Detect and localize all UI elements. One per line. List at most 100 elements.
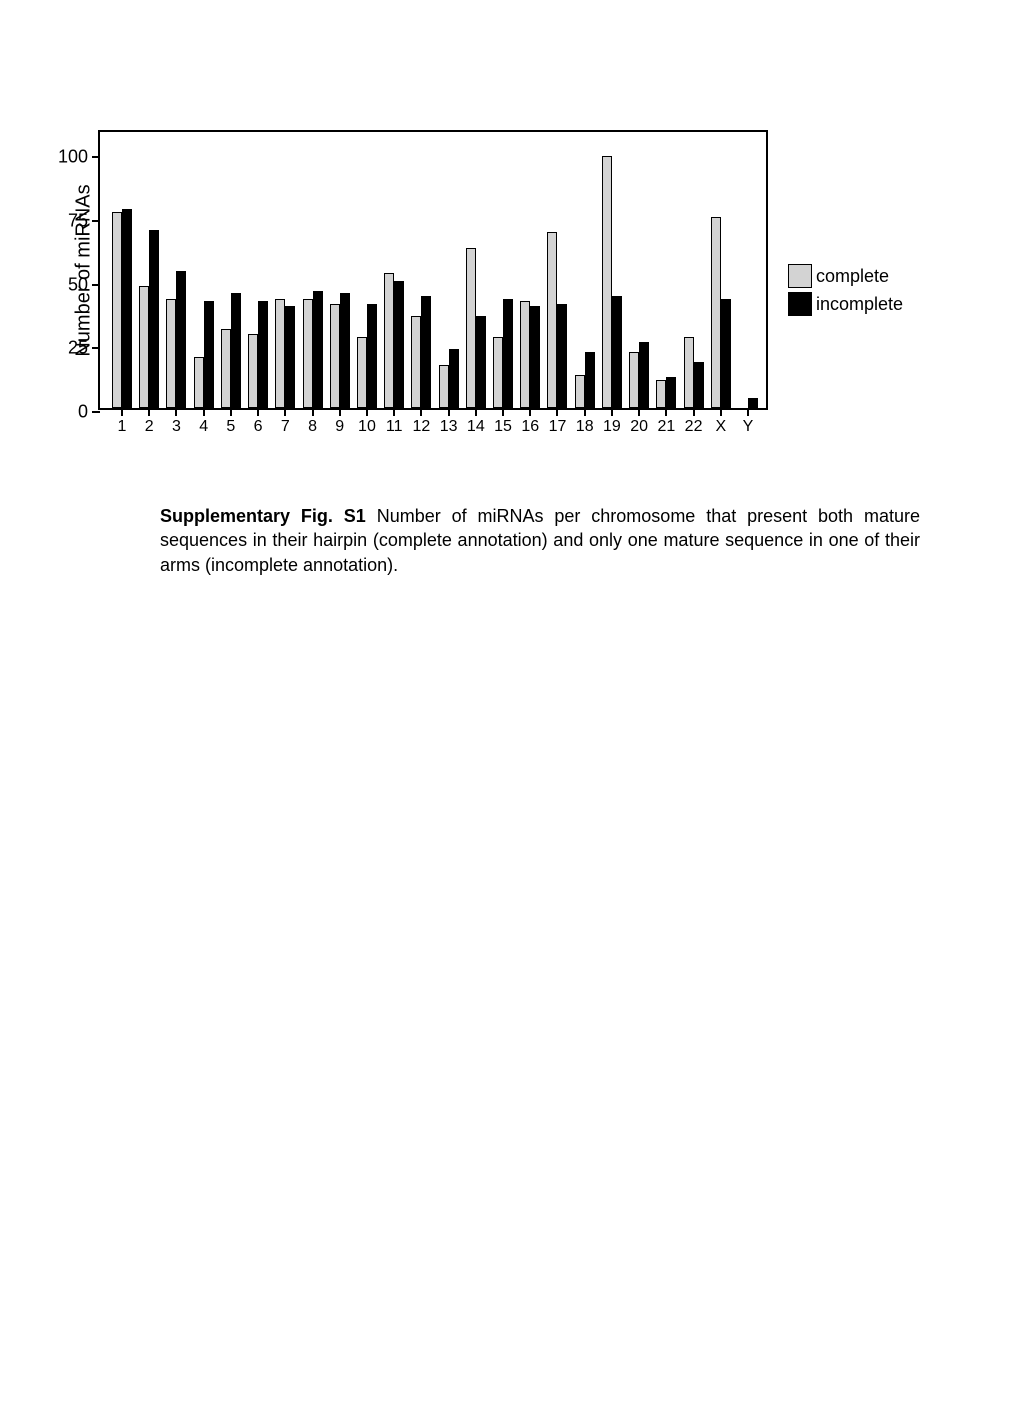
ytick-label: 50 bbox=[48, 274, 88, 295]
xtick-label: Y bbox=[743, 418, 754, 436]
ytick bbox=[92, 347, 100, 349]
bar-complete bbox=[275, 299, 285, 408]
bar-incomplete bbox=[231, 293, 241, 408]
ytick-label: 75 bbox=[48, 211, 88, 232]
plot-wrap: 0255075100123456789101112131415161718192… bbox=[98, 130, 768, 410]
xtick bbox=[584, 408, 586, 416]
xtick bbox=[230, 408, 232, 416]
xtick bbox=[665, 408, 667, 416]
bar-incomplete bbox=[449, 349, 459, 408]
xtick bbox=[148, 408, 150, 416]
bar-incomplete bbox=[313, 291, 323, 408]
figure-caption: Supplementary Fig. S1 Number of miRNAs p… bbox=[160, 504, 920, 577]
ytick bbox=[92, 156, 100, 158]
figure-area: Number of miRNAs 02550751001234567891011… bbox=[70, 130, 950, 410]
bar-complete bbox=[112, 212, 122, 408]
legend-label: complete bbox=[816, 266, 889, 287]
bar-complete bbox=[684, 337, 694, 408]
xtick-label: 3 bbox=[172, 418, 181, 436]
xtick bbox=[693, 408, 695, 416]
xtick bbox=[475, 408, 477, 416]
bar-complete bbox=[330, 304, 340, 408]
bar-complete bbox=[602, 156, 612, 408]
bar-incomplete bbox=[503, 299, 513, 408]
xtick bbox=[257, 408, 259, 416]
bar-complete bbox=[520, 301, 530, 408]
caption-title: Supplementary Fig. S1 bbox=[160, 506, 366, 526]
bar-complete bbox=[139, 286, 149, 408]
xtick-label: 11 bbox=[386, 418, 403, 436]
bar-complete bbox=[303, 299, 313, 408]
xtick-label: 15 bbox=[494, 418, 512, 436]
xtick-label: 1 bbox=[118, 418, 127, 436]
bar-incomplete bbox=[149, 230, 159, 408]
ytick-label: 25 bbox=[48, 338, 88, 359]
xtick-label: 21 bbox=[657, 418, 675, 436]
xtick-label: 2 bbox=[145, 418, 154, 436]
xtick-label: 17 bbox=[549, 418, 567, 436]
bar-complete bbox=[466, 248, 476, 408]
bar-incomplete bbox=[258, 301, 268, 408]
xtick bbox=[420, 408, 422, 416]
xtick bbox=[393, 408, 395, 416]
xtick bbox=[448, 408, 450, 416]
bar-incomplete bbox=[748, 398, 758, 408]
bar-complete bbox=[384, 273, 394, 408]
xtick bbox=[339, 408, 341, 416]
xtick bbox=[121, 408, 123, 416]
bar-incomplete bbox=[421, 296, 431, 408]
bar-complete bbox=[547, 232, 557, 408]
bar-incomplete bbox=[639, 342, 649, 408]
bar-incomplete bbox=[612, 296, 622, 408]
ytick-label: 100 bbox=[48, 147, 88, 168]
bar-complete bbox=[439, 365, 449, 408]
xtick bbox=[502, 408, 504, 416]
legend-label: incomplete bbox=[816, 294, 903, 315]
xtick-label: 8 bbox=[308, 418, 317, 436]
bar-incomplete bbox=[721, 299, 731, 408]
bar-complete bbox=[711, 217, 721, 408]
xtick-label: 22 bbox=[685, 418, 703, 436]
plot-area: 0255075100123456789101112131415161718192… bbox=[98, 130, 768, 410]
bar-incomplete bbox=[694, 362, 704, 408]
bar-complete bbox=[357, 337, 367, 408]
xtick bbox=[611, 408, 613, 416]
xtick-label: 20 bbox=[630, 418, 648, 436]
bar-complete bbox=[248, 334, 258, 408]
bar-incomplete bbox=[585, 352, 595, 408]
legend-swatch bbox=[788, 292, 812, 316]
legend: complete incomplete bbox=[788, 264, 903, 316]
xtick bbox=[175, 408, 177, 416]
ytick bbox=[92, 220, 100, 222]
bar-incomplete bbox=[476, 316, 486, 408]
bar-complete bbox=[411, 316, 421, 408]
xtick-label: 7 bbox=[281, 418, 290, 436]
legend-item: complete bbox=[788, 264, 903, 288]
xtick bbox=[556, 408, 558, 416]
bar-incomplete bbox=[340, 293, 350, 408]
chart-row: Number of miRNAs 02550751001234567891011… bbox=[70, 130, 950, 410]
bar-incomplete bbox=[285, 306, 295, 408]
xtick-label: 18 bbox=[576, 418, 594, 436]
page: Number of miRNAs 02550751001234567891011… bbox=[0, 0, 1024, 1414]
ytick-label: 0 bbox=[48, 402, 88, 423]
xtick-label: 5 bbox=[226, 418, 235, 436]
xtick-label: 14 bbox=[467, 418, 485, 436]
xtick bbox=[529, 408, 531, 416]
xtick-label: 4 bbox=[199, 418, 208, 436]
bar-complete bbox=[656, 380, 666, 408]
xtick-label: 12 bbox=[412, 418, 430, 436]
xtick-label: 6 bbox=[254, 418, 263, 436]
xtick-label: X bbox=[715, 418, 726, 436]
xtick bbox=[720, 408, 722, 416]
bar-complete bbox=[221, 329, 231, 408]
bar-complete bbox=[194, 357, 204, 408]
bar-incomplete bbox=[367, 304, 377, 408]
xtick bbox=[312, 408, 314, 416]
ytick bbox=[92, 284, 100, 286]
xtick-label: 19 bbox=[603, 418, 621, 436]
legend-swatch bbox=[788, 264, 812, 288]
bar-complete bbox=[166, 299, 176, 408]
xtick bbox=[284, 408, 286, 416]
bar-incomplete bbox=[204, 301, 214, 408]
